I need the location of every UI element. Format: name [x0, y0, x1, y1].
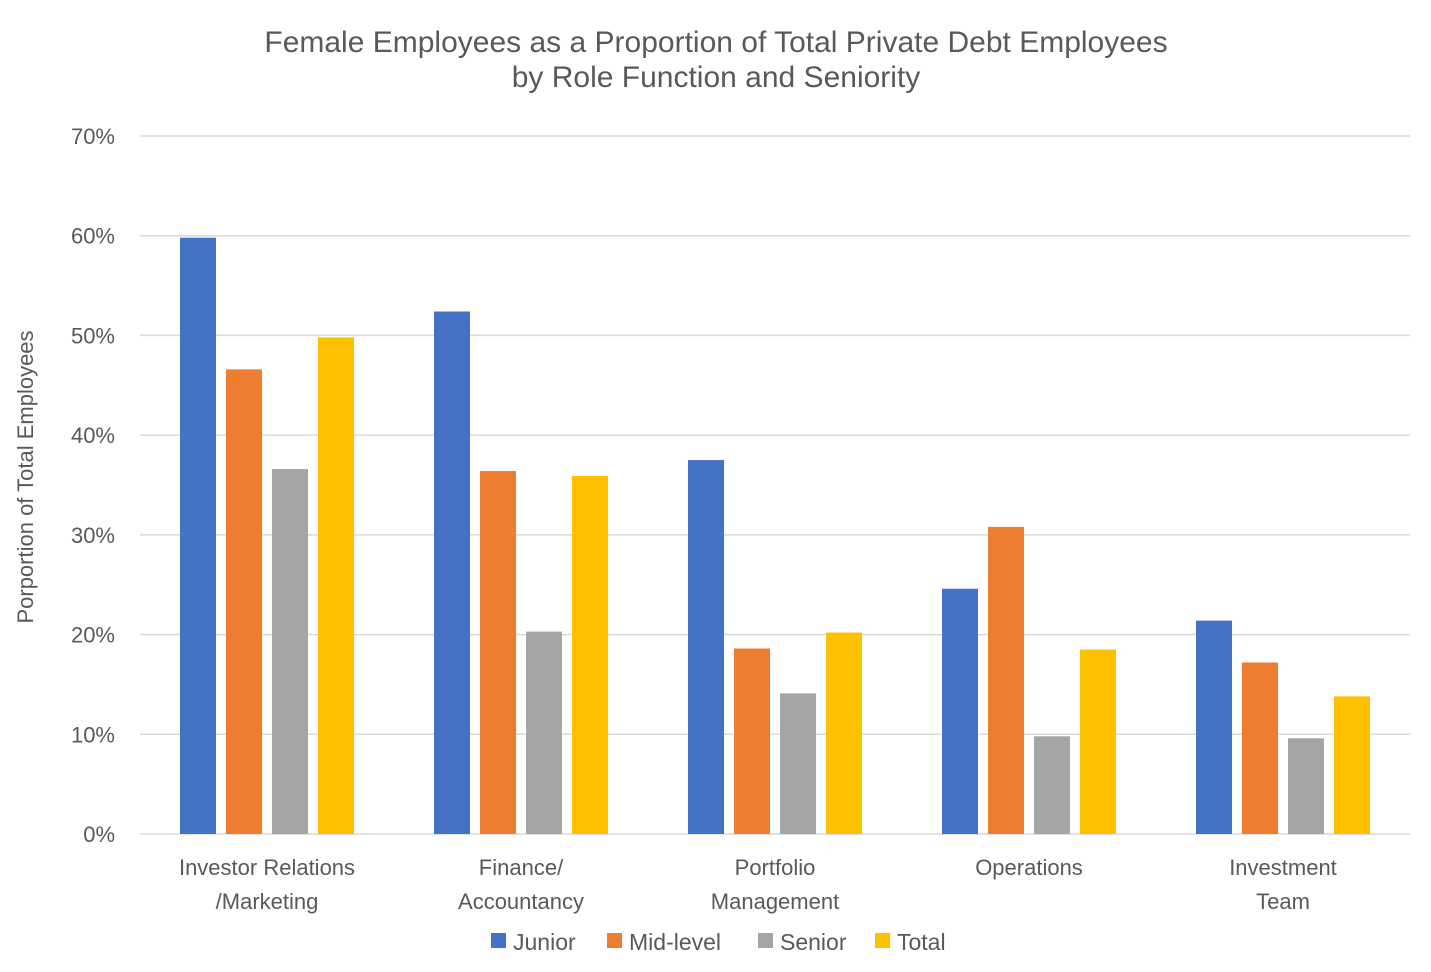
y-tick-label: 50%	[71, 323, 115, 348]
bar-senior	[1288, 738, 1324, 834]
x-category-label: Management	[711, 889, 839, 914]
y-tick-label: 60%	[71, 224, 115, 249]
bar-junior	[942, 588, 978, 834]
y-tick-label: 30%	[71, 523, 115, 548]
legend-swatch	[758, 933, 773, 948]
chart-title-line: by Role Function and Seniority	[512, 61, 921, 94]
y-tick-label: 10%	[71, 722, 115, 747]
bar-senior	[272, 469, 308, 834]
bar-senior	[1034, 736, 1070, 834]
bar-senior	[780, 693, 816, 834]
bar-junior	[434, 311, 470, 834]
x-category-label: Portfolio	[735, 855, 816, 880]
bar-mid-level	[480, 471, 516, 834]
bar-mid-level	[734, 648, 770, 834]
x-category-label: Operations	[975, 855, 1083, 880]
bar-junior	[180, 237, 216, 835]
x-category-label: Investor Relations	[179, 855, 355, 880]
bar-senior	[526, 631, 562, 834]
bar-total	[1080, 649, 1116, 834]
bar-junior	[688, 460, 724, 834]
y-tick-label: 0%	[83, 822, 115, 847]
y-tick-label: 40%	[71, 423, 115, 448]
legend-label: Total	[897, 929, 946, 955]
chart-title-line: Female Employees as a Proportion of Tota…	[264, 26, 1167, 59]
legend-swatch	[607, 933, 622, 948]
chart-title: Female Employees as a Proportion of Tota…	[264, 26, 1167, 94]
bar-total	[318, 337, 354, 834]
bar-total	[1334, 696, 1370, 834]
legend-label: Mid-level	[629, 929, 721, 955]
bar-mid-level	[988, 526, 1024, 834]
bar-total	[572, 476, 608, 834]
x-category-label: Investment	[1229, 855, 1337, 880]
legend-label: Senior	[780, 929, 847, 955]
legend-label: Junior	[513, 929, 576, 955]
legend: Junior Mid-level Senior Total	[491, 929, 946, 955]
bars	[180, 237, 1370, 835]
legend-swatch	[875, 933, 890, 948]
x-category-label: Team	[1256, 889, 1310, 914]
bar-mid-level	[1242, 662, 1278, 834]
x-axis-categories: Investor Relations/Marketing Finance/Acco…	[179, 855, 1337, 914]
y-tick-label: 70%	[71, 124, 115, 149]
y-tick-label: 20%	[71, 623, 115, 648]
y-axis-ticks: 0% 10% 20% 30% 40% 50% 60% 70%	[71, 124, 115, 847]
bar-junior	[1196, 620, 1232, 834]
bar-mid-level	[226, 369, 262, 834]
bar-total	[826, 632, 862, 834]
x-category-label: Accountancy	[458, 889, 584, 914]
legend-swatch	[491, 933, 506, 948]
y-axis-label: Porportion of Total Employees	[13, 330, 38, 623]
x-category-label: /Marketing	[216, 889, 319, 914]
x-category-label: Finance/	[479, 855, 564, 880]
